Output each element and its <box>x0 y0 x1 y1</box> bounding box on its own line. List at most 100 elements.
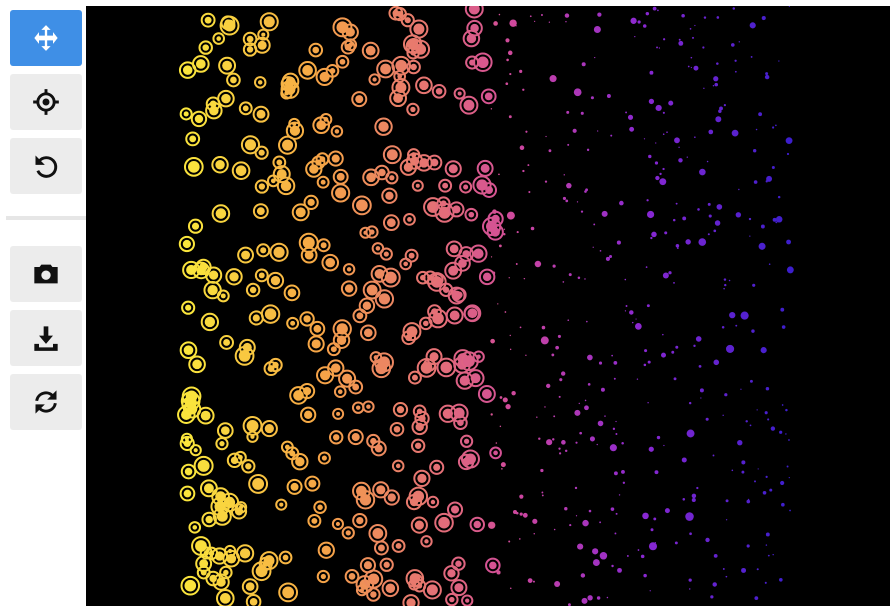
dot <box>237 246 255 264</box>
dot <box>751 329 755 333</box>
dot <box>625 305 628 307</box>
dot <box>192 359 202 370</box>
dot <box>476 159 494 177</box>
dot <box>252 203 269 220</box>
dot <box>359 579 371 590</box>
dot <box>576 201 579 203</box>
dot <box>490 338 495 344</box>
dot <box>414 520 424 530</box>
dot <box>238 101 253 116</box>
dot <box>372 528 384 539</box>
dot <box>289 386 308 405</box>
dot <box>713 553 718 558</box>
dot <box>406 102 420 117</box>
dot <box>766 175 773 182</box>
dot <box>484 92 493 101</box>
dot <box>785 433 787 435</box>
download-button[interactable] <box>10 310 82 366</box>
dot <box>366 172 376 183</box>
dot <box>300 406 317 423</box>
dot <box>635 318 637 320</box>
dot <box>505 82 509 86</box>
dot <box>389 89 408 108</box>
dot <box>245 463 252 470</box>
dot <box>653 517 657 521</box>
dot <box>495 442 498 444</box>
dot <box>634 35 636 38</box>
dot <box>191 55 210 73</box>
dot <box>721 326 725 329</box>
dot <box>386 149 398 161</box>
dot <box>480 163 490 173</box>
dot <box>221 93 231 104</box>
pan-button[interactable] <box>10 10 82 66</box>
dot <box>182 65 193 75</box>
dot <box>671 350 675 354</box>
dot <box>780 307 785 312</box>
dot <box>188 355 206 374</box>
dot <box>276 159 283 166</box>
dot <box>673 281 675 284</box>
dot <box>179 107 193 121</box>
dot <box>673 377 677 381</box>
dot <box>290 482 299 491</box>
dot <box>707 202 711 206</box>
dot <box>368 73 381 86</box>
dot <box>640 554 645 559</box>
dot <box>204 546 219 561</box>
dot <box>319 71 330 83</box>
dot <box>223 19 236 32</box>
dot <box>241 250 251 260</box>
dot <box>209 100 217 108</box>
dot <box>468 211 475 218</box>
dot <box>622 481 626 484</box>
dot <box>434 512 454 533</box>
dot <box>374 117 393 136</box>
dot <box>647 360 651 364</box>
dot <box>451 556 466 571</box>
dot <box>689 588 691 590</box>
dot <box>534 20 536 23</box>
dot <box>219 441 225 447</box>
undo-button[interactable] <box>10 138 82 194</box>
dot <box>411 179 424 192</box>
visualization-canvas[interactable] <box>86 6 890 606</box>
dot <box>609 444 617 452</box>
dot <box>231 161 251 180</box>
dot <box>403 213 416 226</box>
dot <box>652 6 657 11</box>
dot <box>754 480 756 483</box>
dot <box>731 129 739 137</box>
dot <box>429 352 439 362</box>
dot <box>534 260 542 268</box>
reset-button[interactable] <box>10 374 82 430</box>
dot <box>258 183 266 190</box>
dot <box>215 208 227 219</box>
dot <box>420 361 433 374</box>
snapshot-button[interactable] <box>10 246 82 302</box>
dot <box>522 512 528 518</box>
dot <box>308 479 317 488</box>
dot <box>286 478 303 495</box>
dot <box>279 502 284 507</box>
dot <box>180 463 197 480</box>
dot <box>183 489 192 498</box>
dot <box>749 22 756 29</box>
dot <box>555 345 559 350</box>
dot <box>644 349 648 353</box>
dot <box>386 218 396 228</box>
dot <box>775 221 778 224</box>
dot <box>685 239 691 245</box>
dot <box>596 443 598 446</box>
dot <box>691 493 697 499</box>
dot <box>715 116 722 123</box>
dot <box>249 597 258 606</box>
dot <box>693 344 696 348</box>
dot <box>378 293 391 305</box>
dot <box>540 13 543 16</box>
dot <box>613 471 618 476</box>
dot <box>342 373 353 384</box>
dot <box>351 91 368 108</box>
center-button[interactable] <box>10 74 82 130</box>
dot <box>342 263 356 276</box>
